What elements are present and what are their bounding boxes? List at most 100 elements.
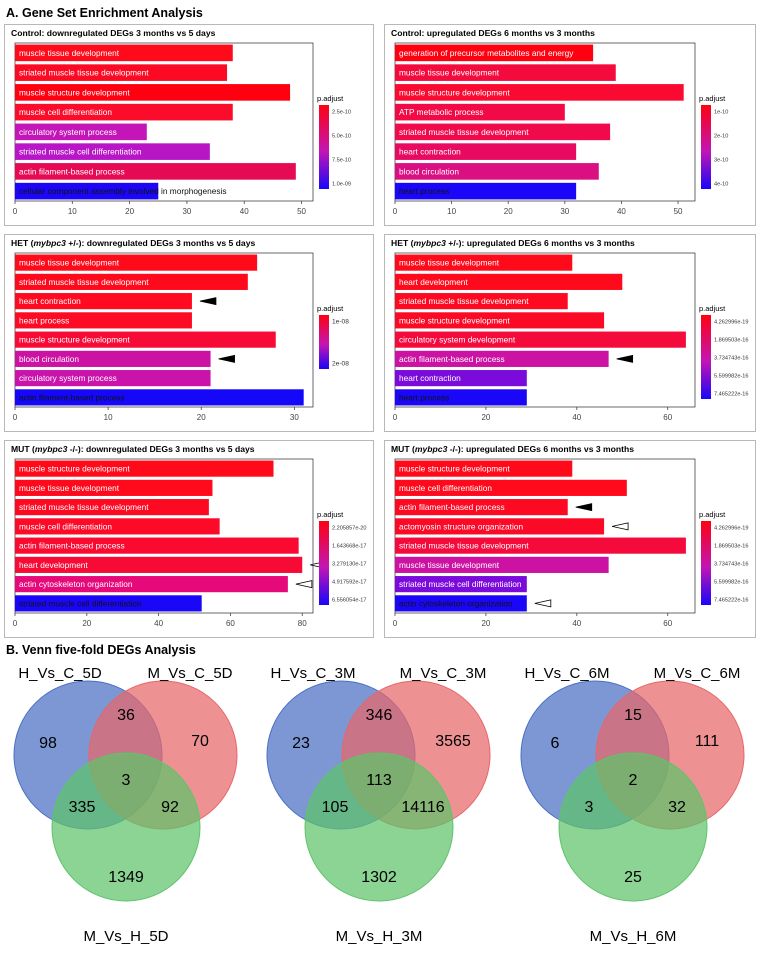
legend-colorbar bbox=[701, 105, 711, 189]
bar-label: muscle tissue development bbox=[399, 258, 500, 268]
chart-title-part: +/-): upregulated DEGs 6 months vs 3 mon… bbox=[445, 238, 635, 248]
bar bbox=[15, 143, 210, 160]
venn-diagram-3: H_Vs_C_6M M_Vs_C_6M M_Vs_H_6M 6 111 25 15 3 32 2 bbox=[507, 660, 761, 948]
venn-count-bc: 32 bbox=[668, 799, 686, 816]
bar bbox=[15, 84, 291, 101]
venn-count-ab: 36 bbox=[117, 707, 135, 724]
chart-svg: muscle tissue development heart developme… bbox=[393, 252, 749, 422]
bar-label: striated muscle cell differentiation bbox=[19, 147, 142, 157]
bar-label: striated muscle tissue development bbox=[19, 277, 149, 287]
chart-title-part: Control: upregulated DEGs 6 months vs 3 … bbox=[391, 28, 595, 38]
bar-label: muscle structure development bbox=[19, 335, 130, 345]
bar bbox=[15, 556, 303, 573]
chart-title-part: Control: downregulated DEGs 3 months vs … bbox=[11, 28, 216, 38]
bar-label: muscle structure development bbox=[399, 87, 510, 97]
venn-count-abc: 2 bbox=[629, 772, 638, 789]
bar bbox=[15, 331, 276, 348]
bar bbox=[395, 163, 599, 180]
section-b-title: B. Venn five-fold DEGs Analysis bbox=[6, 643, 196, 657]
plot-frame bbox=[14, 42, 314, 202]
plot-frame bbox=[14, 252, 314, 408]
bar-label: actin filament-based process bbox=[399, 502, 505, 512]
gsea-panel-1: Control: downregulated DEGs 3 months vs … bbox=[4, 24, 374, 226]
venn-set-label: M_Vs_C_3M bbox=[400, 665, 487, 682]
bar-label: heart process bbox=[399, 186, 449, 196]
bar-label: heart process bbox=[399, 392, 449, 402]
bar bbox=[395, 64, 616, 81]
venn-count-c-only: 25 bbox=[624, 869, 642, 886]
bar-label: generation of precursor metabolites and … bbox=[399, 48, 574, 58]
bar-label: muscle tissue development bbox=[399, 560, 500, 570]
venn-set-label: M_Vs_C_6M bbox=[654, 665, 741, 682]
legend-label: 7.465222e-16 bbox=[714, 392, 749, 398]
plot-frame bbox=[394, 42, 696, 202]
chart-title-part: -/-): upregulated DEGs 6 months vs 3 mon… bbox=[447, 444, 635, 454]
legend-label: 4.917592e-17 bbox=[332, 580, 367, 586]
chart-title: HET (mybpc3 +/-): upregulated DEGs 6 mon… bbox=[391, 238, 635, 248]
venn-count-ac: 335 bbox=[69, 799, 96, 816]
bar-label: striated muscle tissue development bbox=[399, 127, 529, 137]
legend-label: 2.5e-10 bbox=[332, 110, 351, 116]
chart-title-part: MUT ( bbox=[391, 444, 415, 454]
arrow-marker bbox=[616, 354, 634, 363]
venn-set-label: M_Vs_H_5D bbox=[83, 928, 168, 945]
legend-colorbar bbox=[319, 105, 329, 189]
bar bbox=[395, 576, 527, 593]
bar-label: actomyosin structure organization bbox=[399, 521, 523, 531]
chart-title-part: +/-): downregulated DEGs 3 months vs 5 d… bbox=[65, 238, 256, 248]
x-tick-label: 10 bbox=[104, 413, 113, 422]
bar-label: striated muscle tissue development bbox=[399, 296, 529, 306]
legend-title: p.adjust bbox=[699, 94, 726, 103]
venn-set-label: M_Vs_H_6M bbox=[590, 928, 677, 945]
arrow-marker bbox=[612, 522, 629, 531]
venn-svg: H_Vs_C_6M M_Vs_C_6M M_Vs_H_6M 6 111 25 15 3 32 2 bbox=[520, 665, 745, 945]
bar-label: heart contraction bbox=[19, 296, 81, 306]
venn-count-ac: 3 bbox=[585, 799, 594, 816]
legend-label: 5.599982e-16 bbox=[714, 374, 749, 380]
bar bbox=[395, 103, 565, 121]
bar-label: heart process bbox=[19, 315, 69, 325]
chart-svg: muscle tissue development striated muscle… bbox=[13, 42, 351, 216]
bar-label: blood circulation bbox=[19, 354, 79, 364]
chart-title-part: MUT ( bbox=[11, 444, 35, 454]
legend-label: 2e-10 bbox=[714, 134, 728, 140]
bar-label: muscle tissue development bbox=[19, 48, 120, 58]
x-tick-label: 40 bbox=[572, 413, 581, 422]
bar-label: actin filament-based process bbox=[19, 392, 125, 402]
bar-label: actin cytoskeleton organization bbox=[399, 598, 513, 608]
bar bbox=[15, 44, 233, 62]
legend-label: 3.734743e-16 bbox=[714, 562, 749, 568]
bar-label: ATP metabolic process bbox=[399, 107, 484, 117]
arrow-marker bbox=[199, 297, 217, 306]
legend-colorbar bbox=[701, 315, 711, 399]
x-tick-label: 30 bbox=[182, 207, 191, 216]
venn-count-c-only: 1302 bbox=[361, 869, 397, 886]
bar-label: actin filament-based process bbox=[19, 541, 125, 551]
bar bbox=[15, 293, 192, 310]
bar bbox=[395, 460, 573, 477]
arrow-marker bbox=[534, 599, 552, 608]
bar bbox=[15, 499, 209, 516]
chart-title-part: HET ( bbox=[391, 238, 414, 248]
bar bbox=[15, 350, 211, 367]
x-tick-label: 20 bbox=[481, 413, 490, 422]
legend-label: 7.465222e-16 bbox=[714, 598, 749, 604]
x-tick-label: 0 bbox=[13, 207, 18, 216]
bar-label: striated muscle tissue development bbox=[399, 541, 529, 551]
x-tick-label: 20 bbox=[504, 207, 513, 216]
venn-count-abc: 3 bbox=[122, 772, 131, 789]
chart-svg: muscle tissue development striated muscle… bbox=[13, 252, 349, 422]
bar-label: actin cytoskeleton organization bbox=[19, 579, 133, 589]
bar bbox=[395, 182, 577, 200]
legend-label: 3.279130e-17 bbox=[332, 562, 367, 568]
bar bbox=[395, 595, 527, 612]
bar bbox=[15, 460, 274, 477]
legend-label: 7.5e-10 bbox=[332, 158, 351, 164]
bar-label: circulatory system development bbox=[399, 335, 516, 345]
chart-svg: muscle structure development muscle tissu… bbox=[13, 458, 367, 628]
venn-count-bc: 14116 bbox=[401, 799, 444, 816]
bar bbox=[15, 479, 213, 496]
bar-label: muscle structure development bbox=[19, 464, 130, 474]
chart-title: MUT (mybpc3 -/-): downregulated DEGs 3 m… bbox=[11, 444, 255, 454]
bar bbox=[395, 499, 568, 516]
